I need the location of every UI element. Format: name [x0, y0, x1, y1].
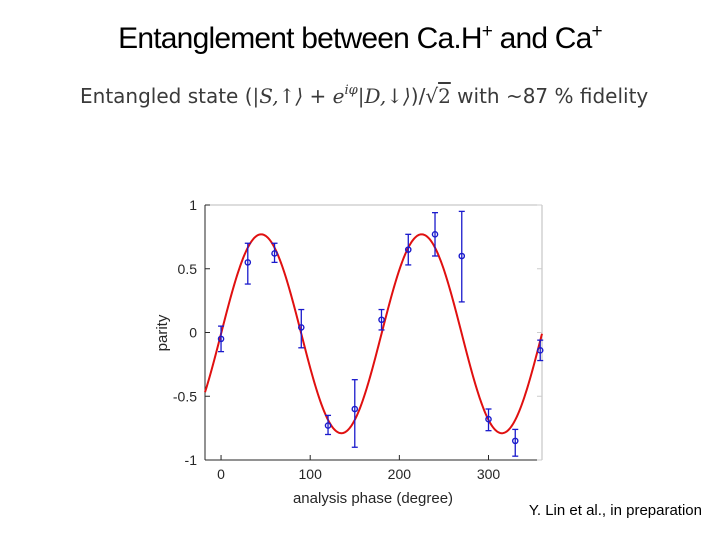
x-tick-label: 300 — [477, 466, 501, 482]
fit-curve — [204, 233, 543, 435]
title-superscript-2: + — [591, 21, 603, 42]
data-point — [485, 408, 492, 432]
subtitle: Entangled state (|S,↑⟩ + eiφ|D,↓⟩)/√2 wi… — [80, 84, 700, 108]
point-marker — [404, 246, 412, 253]
x-tick-label: 0 — [217, 466, 225, 482]
exp-e: e — [332, 84, 345, 108]
point-marker — [458, 252, 466, 260]
data-point — [217, 325, 225, 353]
y-tick-label: 0.5 — [178, 261, 198, 277]
data-point — [458, 210, 466, 303]
data-point — [511, 428, 519, 457]
y-tick-label: -1 — [185, 452, 198, 468]
point-marker — [297, 324, 305, 331]
point-marker — [217, 335, 225, 343]
x-tick-label: 100 — [299, 466, 323, 482]
phase-exponent: iφ — [344, 83, 358, 98]
point-marker — [244, 259, 252, 266]
subtitle-prefix: Entangled state ( — [80, 84, 253, 108]
sqrt-symbol: √ — [425, 84, 439, 108]
data-point — [271, 242, 278, 264]
data-point — [244, 242, 252, 285]
y-axis-label: parity — [154, 314, 171, 351]
axis-ticks: 0 100 200 300 -1 -0.5 0 0.5 1 — [173, 197, 542, 482]
data-point — [431, 211, 439, 257]
citation: Y. Lin et al., in preparation — [528, 502, 702, 519]
plot-frame — [204, 204, 543, 461]
data-point — [297, 308, 305, 349]
point-marker — [536, 347, 544, 354]
title-main: Entanglement between Ca.H — [118, 22, 482, 55]
title-mid: and Ca — [492, 22, 593, 55]
sqrt-radicand: 2 — [438, 84, 451, 108]
close-paren-slash: )/ — [410, 84, 426, 108]
data-points — [217, 210, 544, 457]
y-tick-label: 0 — [189, 325, 197, 341]
point-marker — [378, 316, 385, 324]
plus-sign: + — [303, 84, 333, 108]
point-marker — [485, 415, 492, 423]
point-marker — [431, 231, 439, 238]
point-marker — [351, 405, 359, 413]
state-s: |S,↑⟩ — [252, 84, 304, 108]
y-tick-label: 1 — [189, 197, 197, 213]
state-d: |D,↓⟩ — [357, 84, 411, 108]
data-point — [351, 379, 359, 448]
data-point — [324, 414, 332, 436]
data-point — [378, 308, 385, 331]
title-superscript-1: + — [481, 21, 493, 42]
data-point — [536, 339, 544, 362]
x-tick-label: 200 — [388, 466, 412, 482]
subtitle-suffix: with ~87 % fidelity — [450, 84, 649, 108]
y-tick-label: -0.5 — [173, 388, 197, 404]
point-marker — [271, 250, 278, 257]
x-axis-label: analysis phase (degree) — [293, 490, 453, 507]
point-marker — [324, 422, 332, 429]
slide-title: Entanglement between Ca.H+ and Ca+ — [0, 22, 720, 56]
data-point — [404, 233, 412, 266]
point-marker — [511, 437, 519, 445]
